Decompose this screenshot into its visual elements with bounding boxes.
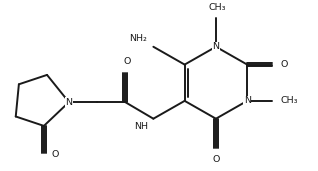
Text: NH₂: NH₂: [129, 34, 147, 43]
Text: O: O: [52, 150, 59, 159]
Text: O: O: [281, 60, 288, 69]
Text: CH₃: CH₃: [209, 3, 226, 12]
Text: N: N: [66, 98, 73, 107]
Text: N: N: [244, 96, 251, 105]
Text: N: N: [212, 42, 219, 51]
Text: O: O: [123, 57, 130, 66]
Text: NH: NH: [134, 122, 148, 131]
Text: O: O: [212, 155, 220, 164]
Text: CH₃: CH₃: [281, 96, 299, 105]
